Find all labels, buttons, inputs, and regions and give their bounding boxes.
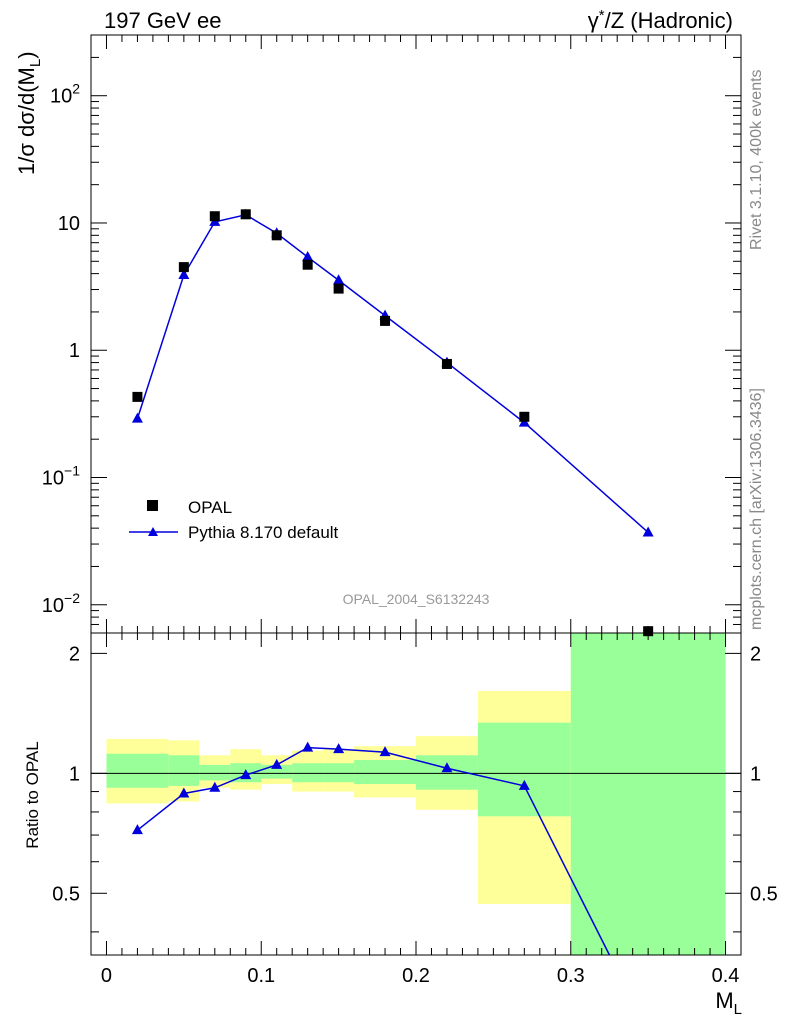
y-axis-label-sub: L — [27, 59, 44, 67]
ratio-y-tick-label: 2 — [69, 643, 80, 665]
band-inner-10 — [570, 633, 726, 955]
ratio-y-tick-label: 1 — [69, 763, 80, 785]
legend-data-label: OPAL — [188, 498, 232, 517]
right-title: γ*/Z (Hadronic) — [588, 7, 733, 33]
ratio-point — [333, 743, 345, 754]
rivet-label: Rivet 3.1.10, 400k events — [748, 69, 765, 250]
x-axis-label-sub: L — [734, 1001, 742, 1018]
band-inner-4 — [261, 764, 293, 779]
band-inner-6 — [323, 763, 355, 783]
y-tick-label: 10 — [58, 213, 80, 235]
legend: OPAL Pythia 8.170 default — [129, 498, 339, 542]
band-inner-0 — [106, 753, 169, 788]
mcplots-label: mcplots.cern.ch [arXiv:1306.3436] — [748, 388, 765, 630]
ratio-y-tick-label-right: 2 — [750, 643, 761, 665]
ratio-point — [518, 779, 530, 790]
ratio-point — [131, 824, 143, 835]
y-axis-label-ratio: Ratio to OPAL — [23, 741, 42, 848]
ratio-y-tick-label-right: 0.5 — [750, 883, 778, 905]
band-inner-7 — [354, 760, 416, 785]
main-frame — [90, 34, 742, 634]
legend-mc-label: Pythia 8.170 default — [188, 523, 339, 542]
x-tick-label: 0.2 — [402, 965, 430, 987]
x-tick-label: 0.3 — [557, 965, 585, 987]
y-axis-label-close: ) — [14, 51, 39, 58]
ratio-uncertainty-bands — [91, 633, 741, 955]
band-inner-1 — [168, 755, 200, 786]
x-tick-label: 0.4 — [712, 965, 740, 987]
ratio-y-tick-label: 0.5 — [52, 883, 80, 905]
x-tick-label: 0.1 — [247, 965, 275, 987]
mc-point — [333, 274, 345, 285]
data-point — [333, 283, 344, 294]
right-title-star: * — [599, 7, 605, 24]
mc-curve — [136, 213, 649, 534]
y-tick-label: 102 — [50, 81, 80, 108]
band-inner-5 — [292, 763, 324, 783]
x-tick-label: 0 — [101, 965, 112, 987]
y-tick-label: 1 — [69, 340, 80, 362]
mc-point — [302, 251, 314, 262]
y-tick-label: 10−1 — [42, 463, 80, 490]
mc-point — [178, 269, 190, 280]
data-point — [380, 315, 391, 326]
legend-data-marker — [147, 500, 158, 511]
ratio-point — [271, 758, 283, 769]
legend-mc-marker — [148, 527, 158, 536]
ratio-point — [240, 769, 252, 780]
data-point — [209, 211, 220, 222]
band-inner-2 — [199, 764, 231, 781]
y-axis-label-main: 1/σ dσ/d(ML) — [14, 51, 44, 175]
y-axis-label-text: 1/σ dσ/d(M — [14, 67, 39, 175]
mc-point — [131, 412, 143, 423]
band-inner-9 — [477, 722, 571, 817]
data-point — [302, 259, 313, 270]
left-title: 197 GeV ee — [104, 8, 221, 33]
mc-point — [642, 526, 654, 537]
right-title-gamma: γ — [588, 8, 599, 33]
ratio-plot-axes: 0 0.1 0.2 0.3 0.4 0.5 0.5 1 1 2 2 — [52, 632, 778, 987]
ratio-point — [379, 746, 391, 757]
ratio-y-tick-label-right: 1 — [750, 763, 761, 785]
data-point — [441, 358, 452, 369]
data-point — [178, 262, 189, 273]
data-point — [240, 209, 251, 220]
data-point — [643, 626, 654, 637]
ratio-point — [302, 741, 314, 752]
x-axis-label: ML — [715, 988, 742, 1018]
data-marks — [131, 208, 654, 835]
y-tick-label: 10−2 — [42, 590, 80, 617]
ratio-point — [209, 781, 221, 792]
right-title-rest: /Z (Hadronic) — [605, 8, 733, 33]
data-point — [132, 391, 143, 402]
data-point — [519, 411, 530, 422]
ratio-point — [178, 787, 190, 798]
analysis-label: OPAL_2004_S6132243 — [343, 591, 490, 607]
x-axis-label-text: M — [715, 988, 733, 1013]
main-plot-axes: 10−2 10−1 1 10 102 — [42, 34, 742, 634]
ratio-point — [441, 762, 453, 773]
data-point — [271, 230, 282, 241]
